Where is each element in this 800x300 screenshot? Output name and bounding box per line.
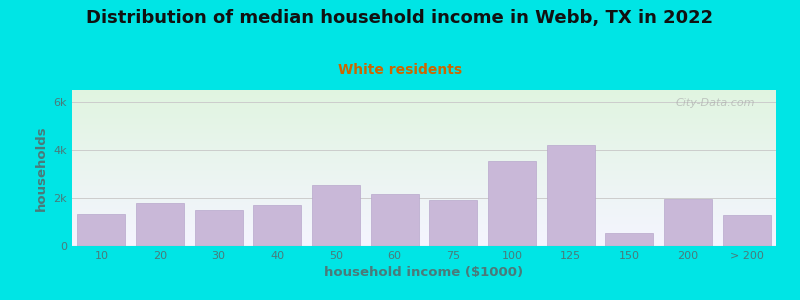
Text: White residents: White residents: [338, 63, 462, 77]
Bar: [136, 203, 184, 246]
Y-axis label: households: households: [35, 125, 48, 211]
Text: Distribution of median household income in Webb, TX in 2022: Distribution of median household income …: [86, 9, 714, 27]
Bar: [488, 161, 536, 246]
Bar: [194, 210, 242, 246]
Bar: [430, 200, 478, 246]
Bar: [78, 214, 126, 246]
Bar: [254, 205, 302, 246]
X-axis label: household income ($1000): household income ($1000): [325, 266, 523, 279]
Bar: [722, 215, 770, 246]
Bar: [312, 185, 360, 246]
Bar: [606, 233, 654, 246]
Text: City-Data.com: City-Data.com: [675, 98, 755, 108]
Bar: [546, 145, 594, 246]
Bar: [370, 194, 418, 246]
Bar: [664, 199, 712, 246]
